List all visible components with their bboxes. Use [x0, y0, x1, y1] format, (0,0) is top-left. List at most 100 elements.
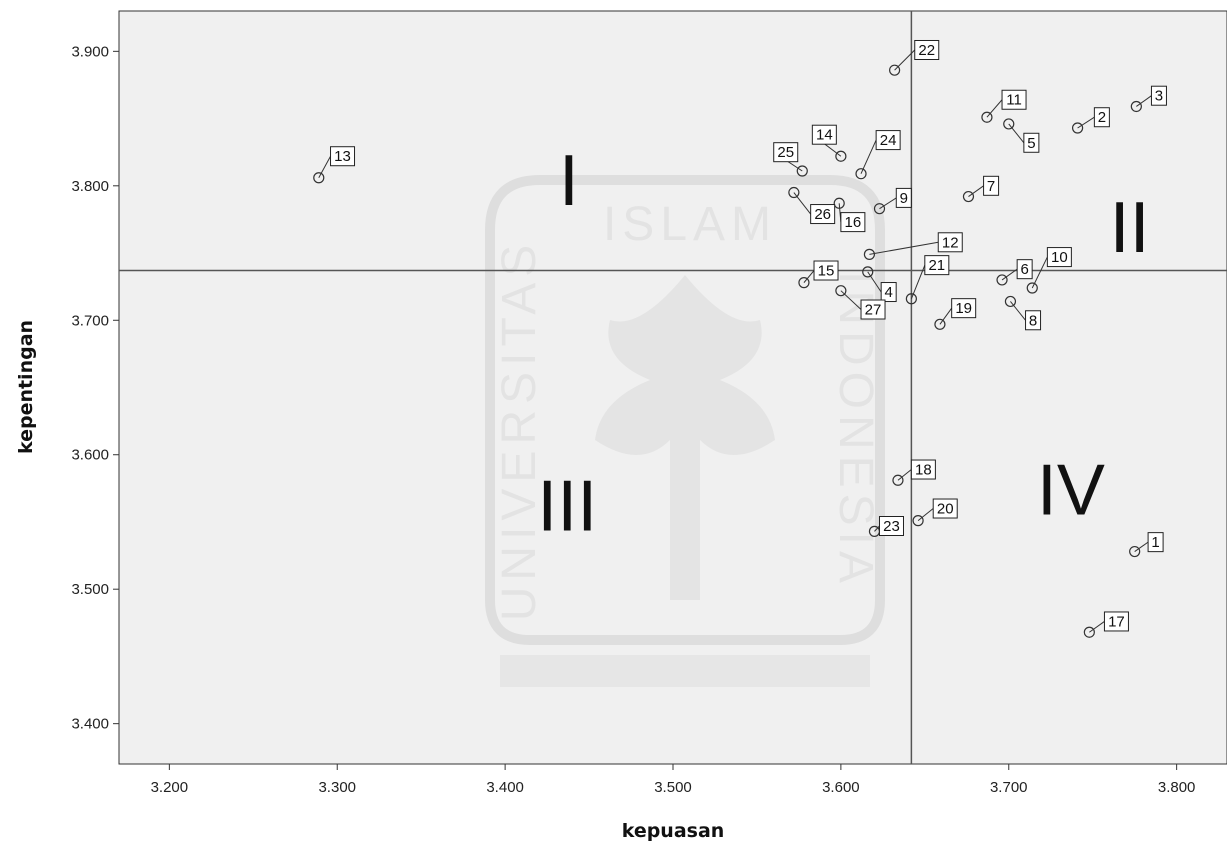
- point-leader-line: [1031, 256, 1048, 289]
- point-3: 3: [1130, 85, 1167, 113]
- point-label: 4: [884, 284, 892, 301]
- watermark-base: [500, 655, 870, 687]
- point-label-box: [1023, 132, 1040, 153]
- point-label-box: [937, 232, 963, 253]
- point-leader-line: [869, 241, 939, 255]
- point-leader-line: [897, 469, 912, 481]
- point-leader-line: [803, 270, 815, 283]
- point-leader-line: [874, 525, 880, 532]
- x-tick-label: 3.600: [822, 779, 860, 796]
- point-label: 10: [1051, 249, 1068, 266]
- point-marker: [981, 111, 993, 123]
- point-leader-line: [968, 185, 984, 197]
- point-marker: [833, 197, 845, 209]
- point-marker: [1004, 295, 1017, 308]
- point-leader-line: [986, 99, 1003, 118]
- y-axis-title: kepentingan: [15, 320, 37, 454]
- point-label-box: [1001, 89, 1027, 110]
- point-marker: [835, 285, 847, 297]
- x-tick-label: 3.800: [1158, 779, 1196, 796]
- point-label-box: [878, 515, 904, 536]
- watermark-emblem: [595, 275, 775, 600]
- point-label: 17: [1108, 613, 1125, 630]
- point-label: 24: [880, 132, 897, 149]
- point-label-box: [924, 255, 950, 276]
- point-label-box: [773, 142, 799, 163]
- point-leader-line: [860, 139, 877, 174]
- point-label-box: [1147, 532, 1164, 553]
- y-tick-label: 3.600: [71, 447, 109, 464]
- point-label-box: [811, 124, 837, 145]
- point-marker: [313, 172, 325, 184]
- point-leader-line: [867, 271, 882, 293]
- point-leader-line: [318, 155, 331, 178]
- x-tick-label: 3.200: [151, 779, 189, 796]
- point-marker: [835, 150, 847, 162]
- point-marker: [863, 248, 876, 260]
- point-marker: [892, 474, 904, 486]
- point-marker: [788, 186, 800, 199]
- point-leader-line: [1134, 541, 1149, 552]
- point-label-box: [1103, 611, 1129, 632]
- point-label-box: [813, 260, 839, 281]
- y-tick-label: 3.800: [71, 178, 109, 195]
- point-9: 9: [873, 187, 912, 215]
- point-label: 9: [900, 190, 908, 207]
- point-label: 19: [955, 300, 972, 317]
- x-tick-label: 3.300: [318, 779, 356, 796]
- point-label: 12: [942, 234, 959, 251]
- quadrant-label-IV: IV: [1037, 450, 1105, 530]
- point-marker: [996, 274, 1008, 286]
- point-label: 11: [1006, 92, 1022, 109]
- point-20: 20: [912, 498, 958, 527]
- point-label-box: [910, 459, 936, 480]
- quadrant-label-III: III: [537, 466, 597, 546]
- point-11: 11: [981, 89, 1027, 123]
- point-label: 22: [918, 42, 935, 59]
- point-marker: [912, 515, 924, 527]
- watermark-top-text: ISLAM: [603, 198, 777, 251]
- point-label-box: [875, 130, 901, 151]
- point-leader-line: [879, 197, 897, 210]
- quadrant-label-I: I: [559, 141, 579, 221]
- y-tick-label: 3.400: [71, 716, 109, 733]
- y-axis: 3.400 3.500 3.600 3.700 3.800 3.900: [71, 43, 119, 733]
- point-label: 6: [1020, 261, 1028, 278]
- reference-lines: [119, 11, 1227, 764]
- point-label: 3: [1155, 88, 1163, 105]
- point-label: 13: [334, 148, 351, 165]
- point-marker: [855, 168, 867, 180]
- y-tick-label: 3.500: [71, 581, 109, 598]
- point-leader-line: [939, 307, 953, 325]
- point-label: 15: [818, 263, 835, 280]
- quadrant-label-II: II: [1110, 188, 1150, 268]
- point-17: 17: [1083, 611, 1129, 638]
- point-label-box: [330, 146, 356, 167]
- point-label: 25: [777, 144, 794, 161]
- point-23: 23: [868, 515, 904, 537]
- point-label: 23: [883, 518, 900, 535]
- point-leader-line: [1077, 116, 1095, 129]
- point-marker: [962, 190, 975, 203]
- point-marker: [862, 266, 874, 278]
- point-marker: [1003, 118, 1015, 130]
- point-leader-line: [1010, 301, 1026, 321]
- point-label: 20: [937, 501, 954, 518]
- point-leader-line: [910, 264, 926, 299]
- point-marker: [798, 277, 810, 289]
- point-label-box: [983, 175, 1000, 196]
- point-label: 21: [928, 257, 945, 274]
- point-marker: [1071, 122, 1084, 134]
- point-13: 13: [313, 146, 356, 184]
- point-4: 4: [862, 266, 897, 303]
- point-label-box: [860, 299, 886, 320]
- point-2: 2: [1071, 107, 1110, 134]
- x-tick-label: 3.700: [990, 779, 1028, 796]
- point-label: 27: [865, 302, 882, 319]
- point-label-box: [880, 282, 897, 303]
- point-leader-line: [1001, 268, 1018, 281]
- point-leader-line: [1089, 621, 1105, 633]
- point-label-box: [951, 298, 977, 319]
